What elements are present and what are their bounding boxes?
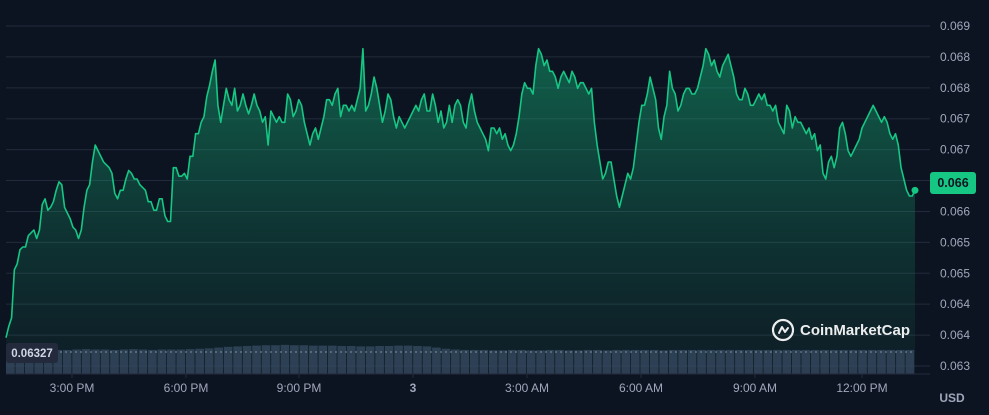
brand-name: CoinMarketCap xyxy=(800,322,910,339)
y-tick-label: 0.068 xyxy=(940,81,970,95)
x-tick-label: 3:00 PM xyxy=(50,381,95,395)
y-tick-label: 0.067 xyxy=(940,112,970,126)
y-tick-label: 0.064 xyxy=(940,328,970,342)
currency-label: USD xyxy=(939,391,965,405)
y-tick-label: 0.065 xyxy=(940,235,970,249)
price-area xyxy=(6,48,915,375)
current-price-badge: 0.066 xyxy=(930,172,976,194)
current-price-dot xyxy=(911,186,919,194)
y-tick-label: 0.064 xyxy=(940,297,970,311)
x-tick-label: 9:00 AM xyxy=(733,381,777,395)
x-tick-label: 6:00 PM xyxy=(164,381,209,395)
x-tick-label: 6:00 AM xyxy=(619,381,663,395)
x-axis: 3:00 PM 6:00 PM 9:00 PM 3 3:00 AM 6:00 AM 9:00… xyxy=(6,373,930,395)
y-tick-label: 0.068 xyxy=(940,50,970,64)
coinmarketcap-logo-icon xyxy=(771,318,795,342)
x-tick-label: 12:00 PM xyxy=(836,381,887,395)
open-price-label: 0.06327 xyxy=(11,348,53,360)
brand-watermark: CoinMarketCap xyxy=(771,318,910,342)
y-tick-label: 0.066 xyxy=(940,204,970,218)
y-tick-label: 0.063 xyxy=(940,359,970,373)
current-price-label: 0.066 xyxy=(937,176,968,190)
x-tick-label: 9:00 PM xyxy=(277,381,322,395)
y-tick-label: 0.065 xyxy=(940,266,970,280)
x-tick-label: 3 xyxy=(410,381,417,395)
y-tick-label: 0.069 xyxy=(940,19,970,33)
y-tick-label: 0.067 xyxy=(940,143,970,157)
y-axis: 0.069 0.068 0.068 0.067 0.067 0.066 0.066 0.065… xyxy=(940,19,970,373)
price-line xyxy=(5,47,916,338)
open-price-badge: 0.06327 xyxy=(6,343,58,363)
x-tick-label: 3:00 AM xyxy=(505,381,549,395)
